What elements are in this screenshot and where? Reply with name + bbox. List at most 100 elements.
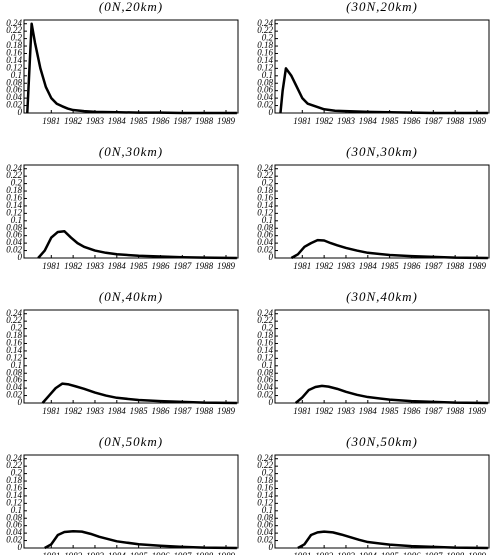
plot-frame [274,309,490,404]
y-tick-label: 0.24 [6,18,22,28]
x-tick-label: 1988 [446,116,465,126]
x-tick-label: 1987 [173,551,192,555]
y-tick-label: 0.14 [6,200,22,210]
x-tick-label: 1985 [381,261,400,271]
y-tick-label: 0.24 [6,308,22,318]
x-tick-label: 1989 [468,116,487,126]
plot-frame [274,19,490,114]
y-tick-label: 0.18 [257,330,273,340]
y-tick-label: 0.14 [257,55,273,65]
y-tick-label: 0 [18,252,23,262]
y-tick-label: 0.06 [257,520,273,530]
y-tick-label: 0.08 [257,367,273,377]
y-tick-label: 0.1 [262,505,273,515]
y-tick-label: 0.14 [6,345,22,355]
y-tick-label: 0.1 [262,215,273,225]
x-tick-label: 1987 [173,261,192,271]
x-tick-label: 1987 [424,406,443,416]
y-tick-label: 0.1 [262,70,273,80]
y-tick-label: 0.18 [6,185,22,195]
data-line [279,67,488,115]
y-tick-label: 0.04 [6,382,22,392]
y-tick-label: 0.24 [257,453,273,463]
x-tick-label: 1983 [86,551,105,555]
y-tick-label: 0.06 [6,230,22,240]
panel-title: (30N,50km) [346,434,418,449]
y-tick-label: 0.12 [257,497,273,507]
y-tick-label: 0.14 [257,490,273,500]
x-tick-label: 1985 [381,116,400,126]
y-tick-label: 0.2 [11,178,23,188]
x-tick-label: 1985 [130,116,149,126]
panel-title: (0N,50km) [99,434,163,449]
x-tick-label: 1981 [42,261,60,271]
y-tick-label: 0.04 [257,527,273,537]
x-tick-label: 1982 [315,116,334,126]
y-tick-label: 0.18 [257,475,273,485]
y-tick-label: 0.14 [257,200,273,210]
y-tick-label: 0.08 [257,77,273,87]
x-tick-label: 1986 [402,261,421,271]
plot-frame [274,454,490,549]
y-tick-label: 0.02 [257,390,273,400]
y-tick-label: 0 [18,107,23,117]
y-tick-label: 0.04 [257,382,273,392]
y-tick-label: 0.12 [6,497,22,507]
x-tick-label: 1989 [468,406,487,416]
x-tick-label: 1989 [217,261,236,271]
x-tick-label: 1986 [402,116,421,126]
y-tick-label: 0.02 [257,100,273,110]
y-tick-label: 0.16 [6,483,22,493]
y-tick-label: 0.2 [262,178,274,188]
panel-title: (30N,40km) [346,289,418,304]
plot-frame [274,164,490,259]
y-tick-label: 0.12 [257,207,273,217]
y-tick-label: 0.22 [6,25,22,35]
y-tick-label: 0.08 [6,512,22,522]
x-tick-label: 1984 [108,406,127,416]
y-tick-label: 0.2 [262,33,274,43]
y-tick-label: 0.1 [11,360,22,370]
x-tick-label: 1981 [293,551,311,555]
y-tick-label: 0.02 [6,245,22,255]
y-tick-label: 0.06 [6,85,22,95]
data-line [290,238,488,260]
y-tick-label: 0 [269,107,274,117]
x-tick-label: 1984 [108,261,127,271]
x-tick-label: 1989 [468,261,487,271]
panel-title: (30N,30km) [346,144,418,159]
x-tick-label: 1981 [293,406,311,416]
y-tick-label: 0.08 [6,367,22,377]
x-tick-label: 1985 [130,406,149,416]
y-tick-label: 0.22 [257,170,273,180]
y-tick-label: 0.02 [257,245,273,255]
x-tick-label: 1981 [42,551,60,555]
panel-title: (0N,40km) [99,289,163,304]
x-tick-label: 1986 [151,551,170,555]
y-tick-label: 0.1 [11,70,22,80]
y-tick-label: 0.14 [6,55,22,65]
x-tick-label: 1988 [195,116,214,126]
y-tick-label: 0.24 [257,18,273,28]
y-tick-label: 0.18 [6,475,22,485]
x-tick-label: 1983 [337,116,356,126]
y-tick-label: 0.24 [257,308,273,318]
x-tick-label: 1983 [337,261,356,271]
data-line [26,22,237,115]
y-tick-label: 0.18 [6,330,22,340]
y-tick-label: 0.16 [257,338,273,348]
y-tick-label: 0.24 [6,163,22,173]
x-tick-label: 1983 [86,406,105,416]
y-tick-label: 0.04 [257,237,273,247]
y-tick-label: 0 [18,397,23,407]
y-tick-label: 0.16 [257,48,273,58]
y-tick-label: 0.08 [257,512,273,522]
y-tick-label: 0.12 [257,62,273,72]
y-tick-label: 0.16 [257,483,273,493]
y-tick-label: 0 [269,542,274,552]
y-tick-label: 0.16 [6,338,22,348]
y-tick-label: 0.02 [257,535,273,545]
data-line [294,384,488,405]
x-tick-label: 1983 [86,261,105,271]
